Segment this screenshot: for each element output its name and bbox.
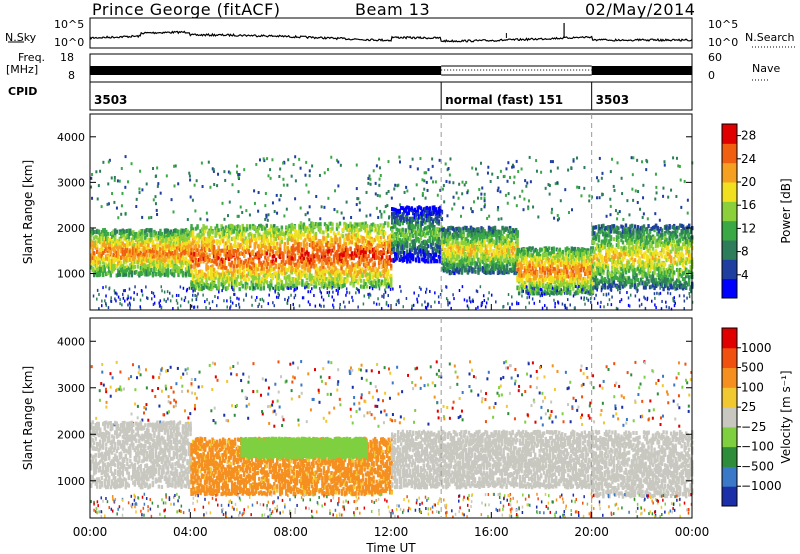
colorbar-segment [722, 162, 737, 183]
nsearch-tick-high: 10^5 [708, 18, 739, 31]
colorbar-segment [722, 143, 737, 164]
colorbar-tick-label: 24 [741, 152, 756, 166]
nsky-label: N.Sky [5, 31, 37, 44]
y-tick-label: 2000 [57, 222, 85, 235]
colorbar-tick-label: 1000 [741, 341, 772, 355]
cpid-segment-label: normal (fast) 151 [445, 93, 563, 107]
colorbar-label: Velocity [m s⁻¹] [779, 370, 793, 463]
beam-title: Beam 13 [355, 0, 431, 19]
colorbar-segment [722, 182, 737, 202]
date-title: 02/May/2014 [585, 0, 696, 19]
x-tick-label: 12:00 [374, 525, 409, 539]
colorbar-segment [722, 387, 737, 408]
colorbar-segment [722, 347, 737, 369]
station-title: Prince George (fitACF) [92, 0, 281, 19]
colorbar-tick-label: 100 [741, 380, 764, 394]
colorbar-tick-label: 4 [741, 268, 749, 282]
colorbar-segment [722, 367, 737, 388]
colorbar-segment [722, 466, 737, 487]
colorbar-segment [722, 407, 737, 428]
freq-tick-low: 8 [68, 69, 75, 82]
y-axis-label: Slant Range [km] [21, 366, 35, 470]
y-tick-label: 1000 [57, 475, 85, 488]
y-tick-label: 3000 [57, 382, 85, 395]
y-axis-label: Slant Range [km] [21, 160, 35, 264]
colorbar-tick-label: 12 [741, 221, 756, 235]
x-axis-label: Time UT [365, 541, 416, 554]
x-tick-label: 20:00 [574, 525, 609, 539]
y-tick-label: 4000 [57, 335, 85, 348]
nsky-tick-low: 10^0 [54, 36, 85, 49]
freq-tick-high: 18 [60, 51, 74, 64]
x-tick-label: 16:00 [474, 525, 509, 539]
noise-panel-frame [89, 17, 693, 49]
colorbar-tick-label: −500 [741, 459, 774, 473]
x-tick-label: 04:00 [173, 525, 208, 539]
colorbar-tick-label: −100 [741, 440, 774, 454]
freq-band-2 [591, 66, 692, 75]
x-tick-label: 00:00 [675, 525, 710, 539]
colorbar-frame [721, 123, 738, 299]
colorbar-segment [722, 220, 737, 241]
colorbar-tick-label: −1000 [741, 479, 782, 493]
colorbar-tick-label: 25 [741, 400, 756, 414]
colorbar-segment [722, 201, 737, 222]
colorbar-tick-label: 8 [741, 245, 749, 259]
colorbar-frame [721, 327, 738, 507]
y-tick-label: 2000 [57, 428, 85, 441]
freq-unit-label: [MHz] [6, 63, 39, 76]
y-tick-label: 4000 [57, 131, 85, 144]
colorbar-tick-label: 16 [741, 198, 756, 212]
colorbar-segment [722, 426, 737, 448]
freq-label: Freq. [18, 51, 46, 64]
x-tick-label: 00:00 [73, 525, 108, 539]
y-tick-label: 3000 [57, 176, 85, 189]
nsky-tick-high: 10^5 [54, 18, 85, 31]
colorbar-tick-label: 28 [741, 129, 756, 143]
colorbar-segment [722, 240, 737, 260]
cpid-segment-label: 3503 [94, 93, 127, 107]
y-tick-label: 1000 [57, 268, 85, 281]
nave-tick-low: 0 [708, 69, 715, 82]
cpid-label: CPID [8, 85, 38, 98]
colorbar-segment [722, 259, 737, 280]
nsearch-label: N.Search [745, 31, 795, 44]
noise-sky-trace [89, 30, 693, 43]
x-tick-label: 08:00 [273, 525, 308, 539]
colorbar-tick-label: 500 [741, 361, 764, 375]
colorbar-segment [722, 446, 737, 467]
colorbar-segment [722, 124, 737, 144]
colorbar-segment [722, 278, 737, 299]
freq-band-1 [90, 66, 442, 75]
cpid-panel-frame [89, 81, 693, 111]
colorbar-label: Power [dB] [779, 178, 793, 243]
cpid-segment-label: 3503 [596, 93, 629, 107]
colorbar-segment [722, 328, 737, 349]
nave-tick-high: 60 [708, 51, 722, 64]
nsearch-tick-low: 10^0 [708, 36, 739, 49]
colorbar-segment [722, 486, 737, 507]
power-heatmap [90, 155, 694, 311]
colorbar-tick-label: 20 [741, 175, 756, 189]
velocity-heatmap [90, 360, 694, 519]
nave-label: Nave [752, 62, 781, 75]
colorbar-tick-label: −25 [741, 420, 766, 434]
